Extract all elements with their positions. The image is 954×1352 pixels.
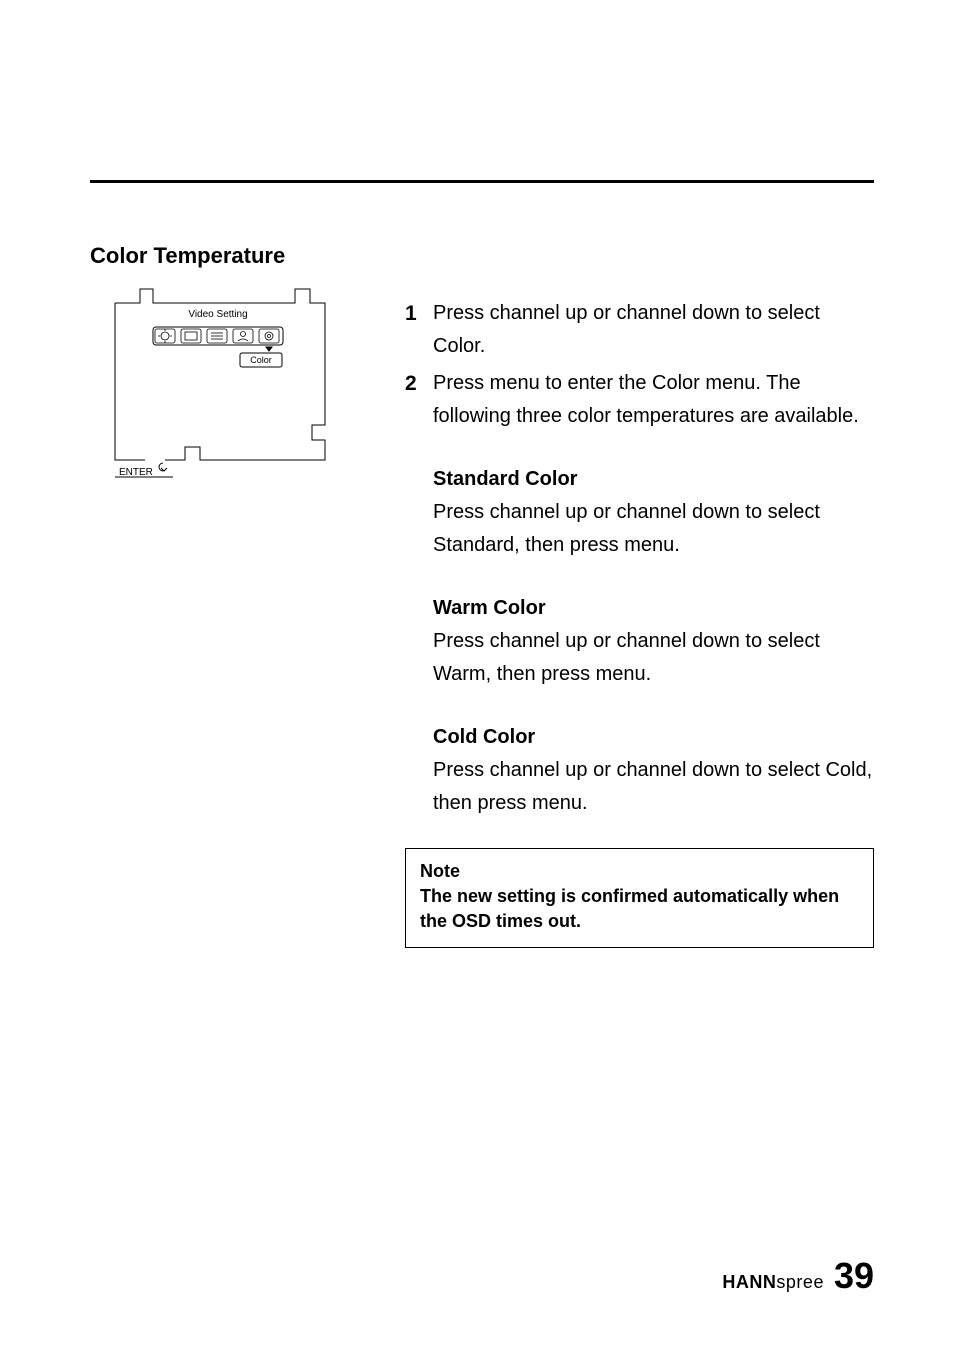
brand-bold: HANN <box>722 1272 776 1292</box>
subsection-text: Press channel up or channel down to sele… <box>433 754 874 820</box>
brand-logo: HANNspree <box>722 1272 824 1293</box>
content-column: 1 Press channel up or channel down to se… <box>405 297 874 948</box>
note-box: Note The new setting is confirmed automa… <box>405 848 874 948</box>
step-2: 2 Press menu to enter the Color menu. Th… <box>405 367 874 433</box>
footer: HANNspree 39 <box>722 1255 874 1297</box>
osd-heading-text: Video Setting <box>188 309 247 320</box>
page: Color Temperature <box>0 0 954 1352</box>
subsection-title: Cold Color <box>433 721 874 754</box>
step-number: 2 <box>405 367 433 433</box>
osd-svg: Video Setting Color ENTER <box>105 285 340 485</box>
step-text: Press channel up or channel down to sele… <box>433 297 874 363</box>
subsection-title: Standard Color <box>433 463 874 496</box>
subsection-text: Press channel up or channel down to sele… <box>433 496 874 562</box>
note-title: Note <box>420 859 859 884</box>
osd-diagram: Video Setting Color ENTER <box>105 285 325 485</box>
subsection-title: Warm Color <box>433 592 874 625</box>
step-number: 1 <box>405 297 433 363</box>
subsection-cold: Cold Color Press channel up or channel d… <box>433 721 874 820</box>
step-text: Press menu to enter the Color menu. The … <box>433 367 874 433</box>
header-divider <box>90 180 874 183</box>
section-title: Color Temperature <box>90 243 285 269</box>
subsection-text: Press channel up or channel down to sele… <box>433 625 874 691</box>
osd-menu-label: Color <box>250 355 272 365</box>
brand-light: spree <box>776 1272 824 1292</box>
subsection-standard: Standard Color Press channel up or chann… <box>433 463 874 562</box>
page-number: 39 <box>834 1255 874 1297</box>
osd-enter-label: ENTER <box>119 467 153 478</box>
subsection-warm: Warm Color Press channel up or channel d… <box>433 592 874 691</box>
step-1: 1 Press channel up or channel down to se… <box>405 297 874 363</box>
note-text: The new setting is confirmed automatical… <box>420 884 859 934</box>
